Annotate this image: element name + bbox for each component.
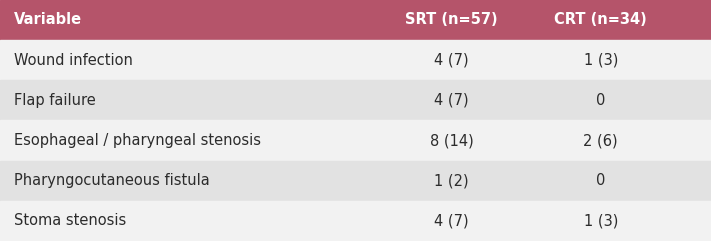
Text: Esophageal / pharyngeal stenosis: Esophageal / pharyngeal stenosis xyxy=(14,133,261,148)
Text: CRT (n=34): CRT (n=34) xyxy=(555,13,647,27)
Text: 1 (2): 1 (2) xyxy=(434,173,469,188)
Bar xyxy=(0,161,711,201)
Text: 4 (7): 4 (7) xyxy=(434,213,469,228)
Text: Pharyngocutaneous fistula: Pharyngocutaneous fistula xyxy=(14,173,210,188)
Text: Stoma stenosis: Stoma stenosis xyxy=(14,213,127,228)
Text: 0: 0 xyxy=(596,93,606,108)
Text: 2 (6): 2 (6) xyxy=(584,133,618,148)
Text: Flap failure: Flap failure xyxy=(14,93,96,108)
Text: 1 (3): 1 (3) xyxy=(584,53,618,67)
Text: 8 (14): 8 (14) xyxy=(429,133,474,148)
Bar xyxy=(0,80,711,120)
Text: SRT (n=57): SRT (n=57) xyxy=(405,13,498,27)
Bar xyxy=(0,120,711,161)
Text: 4 (7): 4 (7) xyxy=(434,93,469,108)
Text: 0: 0 xyxy=(596,173,606,188)
Text: 1 (3): 1 (3) xyxy=(584,213,618,228)
Bar xyxy=(0,201,711,241)
Text: Variable: Variable xyxy=(14,13,82,27)
Bar xyxy=(0,40,711,80)
Text: Wound infection: Wound infection xyxy=(14,53,133,67)
Bar xyxy=(0,0,711,40)
Text: 4 (7): 4 (7) xyxy=(434,53,469,67)
